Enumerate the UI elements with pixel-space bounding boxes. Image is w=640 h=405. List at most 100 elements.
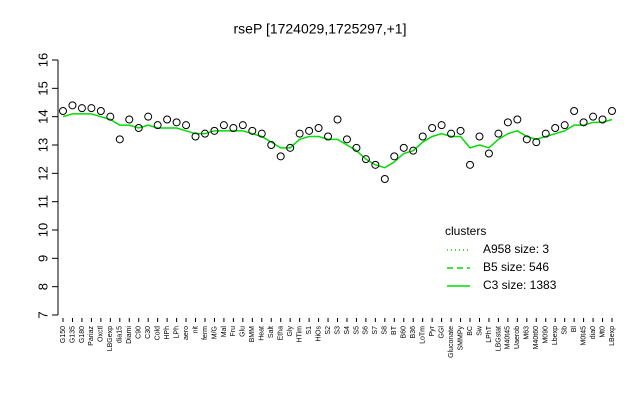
data-point [475,132,484,141]
data-point [447,129,456,138]
data-point [153,121,162,130]
data-point [598,115,607,124]
y-tick-label: 7 [35,311,50,318]
x-tick-label: Cold [154,326,161,341]
data-point [380,175,389,183]
x-tick-label: GGl [438,326,445,339]
x-tick-label: Fru [230,326,237,337]
y-tick-label: 15 [35,81,50,95]
data-point [191,132,200,141]
x-tick-label: Sb [562,326,569,335]
x-tick-label: Diami [126,326,133,344]
data-point [333,115,342,124]
data-point [314,124,323,132]
data-point [115,135,124,144]
data-point [134,124,143,132]
data-point [125,115,134,124]
x-tick-label: G135 [69,326,76,343]
x-tick-label: M63 [524,326,531,340]
data-point [248,126,257,135]
x-tick-label: dia0 [590,326,597,339]
data-point [513,115,522,124]
x-tick-label: S1 [306,326,313,335]
data-point [437,121,446,130]
data-point [286,143,295,152]
x-tick-label: S7 [372,326,379,335]
data-point [456,126,465,135]
data-point [428,124,437,132]
x-tick-label: M/G [211,326,218,339]
data-point [551,124,560,132]
data-point [276,152,285,161]
x-tick-label: Mal [221,326,228,338]
data-point [59,107,67,115]
data-point [494,129,503,138]
data-point [106,112,115,121]
y-tick-label: 9 [35,255,50,262]
x-tick-label: Heat [259,326,266,341]
x-tick-label: M40t45 [505,326,512,349]
data-point [390,152,399,161]
data-point [466,160,475,169]
data-point [371,160,380,169]
x-tick-label: LBGexp [107,326,114,351]
x-tick-label: BC [467,326,474,336]
data-point [589,112,598,121]
x-tick-label: Lbexp [552,326,559,345]
x-tick-label: HiOs [315,326,322,342]
x-tick-label: G150 [60,326,67,343]
x-tick-label: Gluconate [448,326,455,358]
data-point [532,138,541,147]
x-tick-label: SMMPy [457,326,464,351]
x-tick-label: Etha [278,326,285,341]
x-tick-label: LBexp [609,326,616,346]
data-point [361,155,370,164]
x-tick-label: HTim [296,326,303,343]
x-tick-label: Bl [571,326,578,333]
x-tick-label: C30 [145,326,152,339]
chart-title: rseP [1724029,1725297,+1] [234,21,407,37]
x-tick-label: Uaerob [514,326,521,349]
data-point [87,104,96,113]
x-tick-label: Sw [476,325,483,336]
x-tick-label: Pariaz [88,326,95,346]
data-point [219,121,228,130]
data-point [579,118,588,127]
x-tick-label: S3 [334,326,341,335]
x-tick-label: G180 [79,326,86,343]
y-tick-label: 8 [35,283,50,290]
data-point [257,129,266,138]
x-tick-label: Salt [268,326,275,338]
x-tick-label: ferm [202,326,209,340]
x-tick-label: Gly [287,326,294,337]
x-tick-label: dia15 [117,326,124,343]
x-tick-label: S2 [325,326,332,335]
x-tick-label: S6 [363,326,370,335]
x-tick-label: Glu [240,326,247,337]
data-point [96,107,105,115]
y-tick-label: 14 [35,109,50,123]
y-tick-label: 13 [35,138,50,152]
data-point [484,149,493,158]
data-point [172,118,181,127]
data-point [229,124,238,132]
data-point [295,129,304,138]
x-tick-label: Pyr [429,325,436,336]
data-point [163,115,172,124]
x-tick-label: M0t45 [580,326,587,346]
x-tick-label: LPhT [486,325,493,342]
y-tick-label: 11 [35,195,50,209]
x-tick-label: B36 [410,326,417,339]
data-point [68,101,77,110]
x-tick-label: BMM [249,326,256,343]
x-tick-label: aero [183,326,190,340]
legend-title: clusters [445,224,486,238]
legend-label: A958 size: 3 [483,242,549,256]
data-point [342,135,351,144]
data-point [418,132,427,141]
data-point [503,118,512,127]
x-tick-label: HPh [164,326,171,340]
data-point [182,121,191,130]
data-point [560,121,569,130]
legend-label: B5 size: 546 [483,260,549,274]
